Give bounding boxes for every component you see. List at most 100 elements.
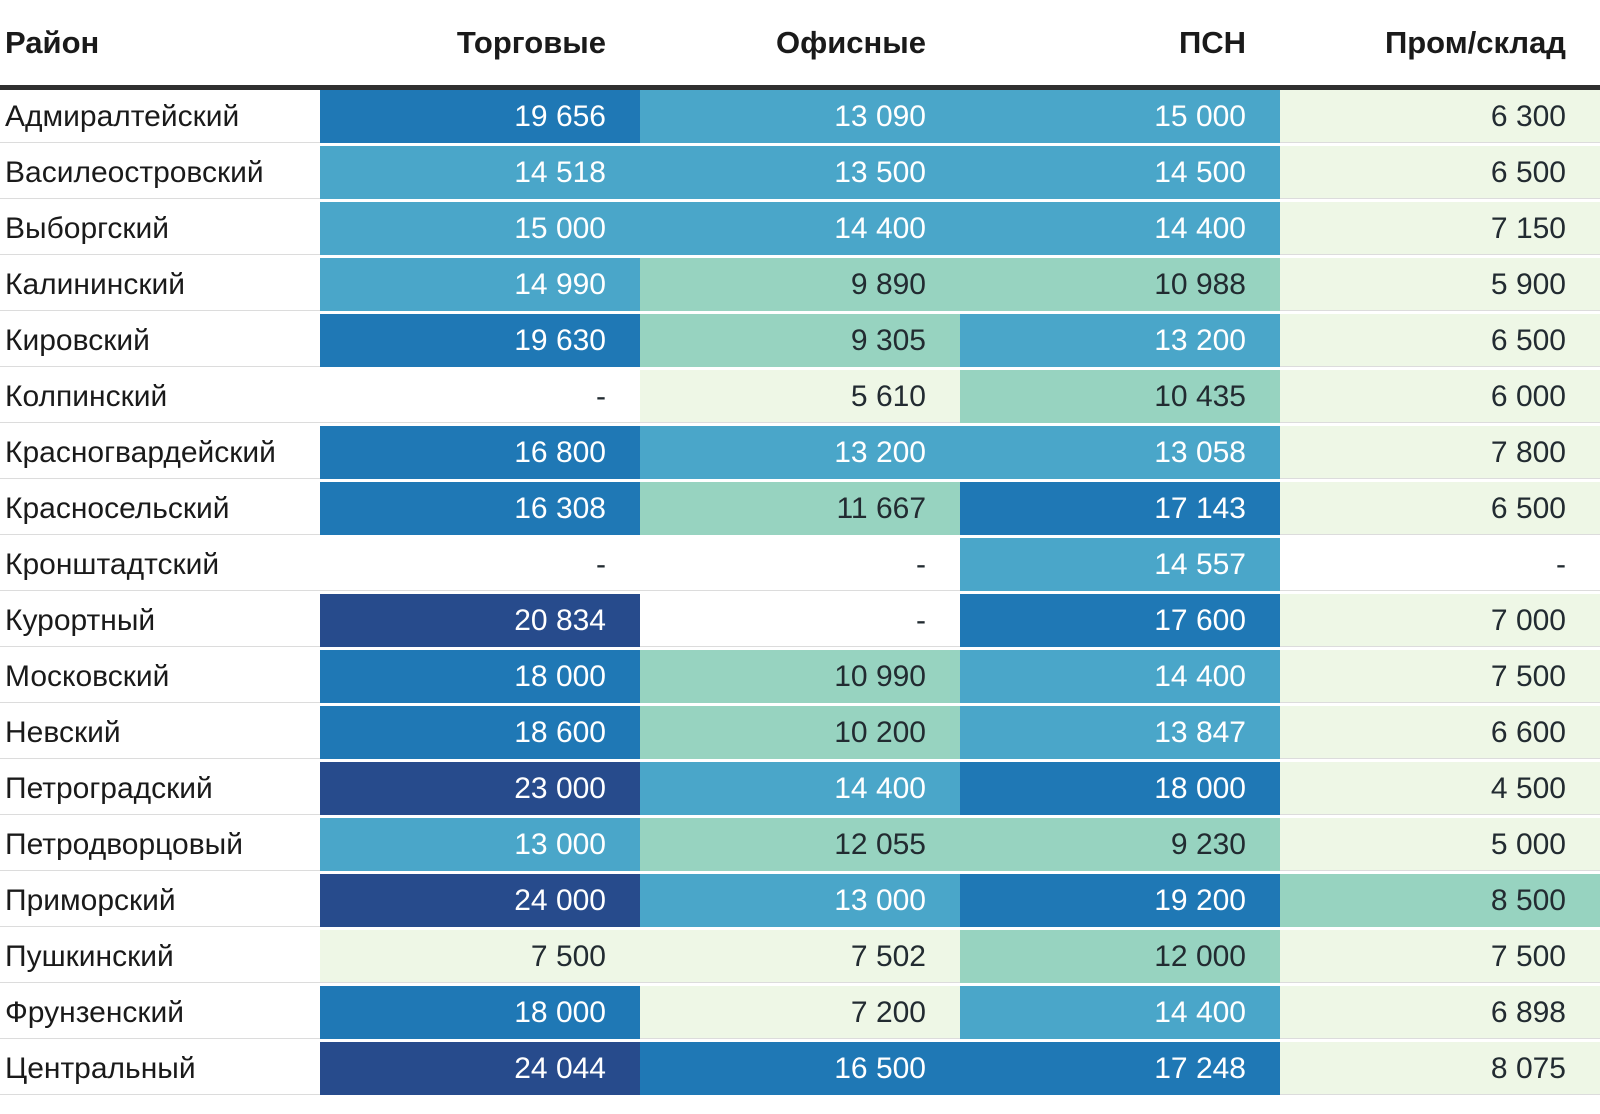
value-cell-torgovye: 20 834: [320, 594, 640, 650]
district-name: Фрунзенский: [0, 986, 320, 1042]
value-cell-psn: 15 000: [960, 90, 1280, 146]
table-row: Курортный 20 834-17 600 7 000: [0, 594, 1600, 650]
value-cell-psn: 14 500: [960, 146, 1280, 202]
value-cell-ofisnye: 7 200: [640, 986, 960, 1042]
district-name: Невский: [0, 706, 320, 762]
value-cell-ofisnye: 16 500: [640, 1042, 960, 1098]
table-row: Колпинский -5 610 10 435 6 000: [0, 370, 1600, 426]
value-cell-psn: 14 400: [960, 650, 1280, 706]
table-body: Адмиралтейский 19 656 13 090 15 000 6 300 Вас…: [0, 90, 1600, 1098]
district-name: Петродворцовый: [0, 818, 320, 874]
value-cell-psn: 10 988: [960, 258, 1280, 314]
value-cell-psn: 14 400: [960, 202, 1280, 258]
district-name: Приморский: [0, 874, 320, 930]
table-row: Пушкинский 7 500 7 502 12 000 7 500: [0, 930, 1600, 986]
column-header-torgovye: Торговые: [320, 0, 640, 90]
district-name: Кронштадтский: [0, 538, 320, 594]
table-row: Выборгский 15 000 14 400 14 400 7 150: [0, 202, 1600, 258]
table-row: Невский 18 600 10 200 13 847 6 600: [0, 706, 1600, 762]
value-cell-psn: 18 000: [960, 762, 1280, 818]
value-cell-prom: 6 500: [1280, 146, 1600, 202]
value-cell-ofisnye: 13 500: [640, 146, 960, 202]
district-name: Пушкинский: [0, 930, 320, 986]
value-cell-ofisnye: 14 400: [640, 762, 960, 818]
value-cell-prom: 6 500: [1280, 314, 1600, 370]
value-cell-psn: 17 143: [960, 482, 1280, 538]
district-name: Василеостровский: [0, 146, 320, 202]
district-name: Кировский: [0, 314, 320, 370]
value-cell-prom: 6 000: [1280, 370, 1600, 426]
value-cell-prom: 6 898: [1280, 986, 1600, 1042]
table-row: Адмиралтейский 19 656 13 090 15 000 6 300: [0, 90, 1600, 146]
value-cell-ofisnye: 14 400: [640, 202, 960, 258]
district-name: Выборгский: [0, 202, 320, 258]
value-cell-torgovye: 24 044: [320, 1042, 640, 1098]
value-cell-torgovye: 16 308: [320, 482, 640, 538]
table-row: Кронштадтский - -14 557-: [0, 538, 1600, 594]
value-cell-torgovye: 18 000: [320, 986, 640, 1042]
value-cell-ofisnye: -: [640, 594, 960, 650]
table-row: Василеостровский 14 518 13 500 14 500 6 500: [0, 146, 1600, 202]
table-row: Калининский 14 990 9 890 10 988 5 900: [0, 258, 1600, 314]
value-cell-psn: 12 000: [960, 930, 1280, 986]
value-cell-torgovye: -: [320, 370, 640, 426]
table-row: Красносельский 16 308 11 667 17 143 6 500: [0, 482, 1600, 538]
value-cell-psn: 14 400: [960, 986, 1280, 1042]
value-cell-ofisnye: 12 055: [640, 818, 960, 874]
district-name: Красносельский: [0, 482, 320, 538]
district-name: Адмиралтейский: [0, 90, 320, 146]
value-cell-ofisnye: 13 090: [640, 90, 960, 146]
value-cell-prom: 7 150: [1280, 202, 1600, 258]
value-cell-prom: 8 075: [1280, 1042, 1600, 1098]
value-cell-ofisnye: 9 305: [640, 314, 960, 370]
value-cell-ofisnye: -: [640, 538, 960, 594]
value-cell-prom: 7 500: [1280, 650, 1600, 706]
value-cell-torgovye: 18 600: [320, 706, 640, 762]
value-cell-prom: 8 500: [1280, 874, 1600, 930]
district-name: Московский: [0, 650, 320, 706]
value-cell-prom: 7 800: [1280, 426, 1600, 482]
table-row: Кировский 19 630 9 305 13 200 6 500: [0, 314, 1600, 370]
value-cell-torgovye: 24 000: [320, 874, 640, 930]
value-cell-torgovye: 19 656: [320, 90, 640, 146]
value-cell-ofisnye: 13 000: [640, 874, 960, 930]
table-row: Московский 18 000 10 990 14 400 7 500: [0, 650, 1600, 706]
value-cell-ofisnye: 5 610: [640, 370, 960, 426]
value-cell-torgovye: 16 800: [320, 426, 640, 482]
value-cell-prom: 6 600: [1280, 706, 1600, 762]
table-row: Красногвардейский 16 800 13 200 13 058 7 800: [0, 426, 1600, 482]
value-cell-torgovye: 23 000: [320, 762, 640, 818]
value-cell-psn: 10 435: [960, 370, 1280, 426]
value-cell-psn: 9 230: [960, 818, 1280, 874]
value-cell-psn: 17 600: [960, 594, 1280, 650]
value-cell-ofisnye: 7 502: [640, 930, 960, 986]
value-cell-psn: 17 248: [960, 1042, 1280, 1098]
table-row: Фрунзенский 18 000 7 200 14 400 6 898: [0, 986, 1600, 1042]
value-cell-ofisnye: 9 890: [640, 258, 960, 314]
value-cell-torgovye: 14 990: [320, 258, 640, 314]
table-header: Район Торговые Офисные ПСН Пром/склад: [0, 0, 1600, 90]
value-cell-torgovye: 18 000: [320, 650, 640, 706]
value-cell-torgovye: 7 500: [320, 930, 640, 986]
district-name: Колпинский: [0, 370, 320, 426]
column-header-district: Район: [0, 0, 320, 90]
table-row: Петроградский 23 000 14 400 18 000 4 500: [0, 762, 1600, 818]
value-cell-torgovye: 14 518: [320, 146, 640, 202]
value-cell-torgovye: -: [320, 538, 640, 594]
value-cell-ofisnye: 13 200: [640, 426, 960, 482]
value-cell-psn: 13 200: [960, 314, 1280, 370]
value-cell-ofisnye: 10 990: [640, 650, 960, 706]
district-name: Центральный: [0, 1042, 320, 1098]
table-row: Петродворцовый 13 000 12 055 9 230 5 000: [0, 818, 1600, 874]
column-header-ofisnye: Офисные: [640, 0, 960, 90]
district-name: Калининский: [0, 258, 320, 314]
value-cell-psn: 13 847: [960, 706, 1280, 762]
value-cell-torgovye: 15 000: [320, 202, 640, 258]
column-header-psn: ПСН: [960, 0, 1280, 90]
value-cell-ofisnye: 11 667: [640, 482, 960, 538]
value-cell-torgovye: 13 000: [320, 818, 640, 874]
district-name: Петроградский: [0, 762, 320, 818]
value-cell-prom: 4 500: [1280, 762, 1600, 818]
